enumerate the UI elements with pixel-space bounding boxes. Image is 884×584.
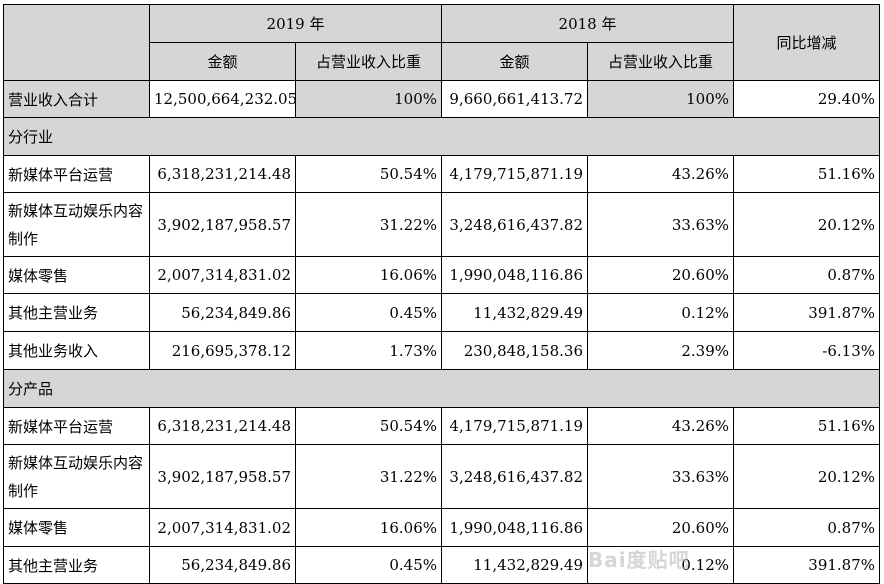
- amount-2018: 4,179,715,871.19: [441, 155, 589, 193]
- section-product: 分产品: [2, 369, 881, 408]
- ratio-2018: 2.39%: [587, 331, 735, 370]
- amount-2019: 2,007,314,831.02: [149, 508, 296, 547]
- total-label: 营业收入合计: [3, 80, 150, 118]
- ratio-2018: 33.63%: [587, 444, 735, 509]
- amount-2018: 1,990,048,116.86: [441, 508, 589, 547]
- row-label: 媒体零售: [3, 256, 150, 294]
- ratio-2018: 20.60%: [587, 256, 735, 294]
- amount-2019: 2,007,314,831.02: [149, 256, 296, 294]
- total-amount-2018: 9,660,661,413.72: [441, 80, 589, 118]
- amount-2019: 6,318,231,214.48: [149, 155, 296, 193]
- row-label: 新媒体平台运营: [3, 407, 150, 445]
- total-ratio-2019: 100%: [294, 80, 443, 118]
- yoy-change: 391.87%: [733, 293, 881, 332]
- amount-2019: 216,695,378.12: [149, 331, 296, 370]
- revenue-table: 2019 年 2018 年 同比增减 金额 占营业收入比重 金额 占营业收入比重…: [2, 4, 881, 584]
- ratio-2019: 1.73%: [294, 331, 443, 370]
- table-row: 新媒体平台运营 6,318,231,214.48 50.54% 4,179,715,8…: [3, 407, 881, 445]
- row-label: 新媒体平台运营: [3, 155, 150, 193]
- table-row: 其他业务收入 216,695,378.12 1.73% 230,848,158.36 2…: [3, 331, 881, 370]
- header-amount-2018: 金额: [441, 42, 589, 81]
- ratio-2019: 16.06%: [294, 256, 443, 294]
- total-amount-2019: 12,500,664,232.05: [149, 80, 296, 118]
- row-label: 新媒体互动娱乐内容制作: [3, 192, 150, 257]
- header-2018: 2018 年: [441, 4, 735, 43]
- yoy-change: 20.12%: [733, 444, 881, 509]
- total-yoy: 29.40%: [733, 80, 881, 118]
- amount-2018: 4,179,715,871.19: [441, 407, 589, 445]
- header-ratio-2019: 占营业收入比重: [294, 42, 443, 81]
- row-label: 其他业务收入: [3, 331, 150, 370]
- yoy-change: 51.16%: [733, 155, 881, 193]
- amount-2019: 6,318,231,214.48: [149, 407, 296, 445]
- industry-rows: 新媒体平台运营 6,318,231,214.48 50.54% 4,179,715,8…: [3, 155, 881, 370]
- amount-2019: 3,902,187,958.57: [149, 444, 296, 509]
- product-rows: 新媒体平台运营 6,318,231,214.48 50.54% 4,179,715,8…: [3, 407, 881, 584]
- section-industry: 分行业: [2, 117, 881, 156]
- header-2019: 2019 年: [148, 4, 443, 43]
- amount-2018: 3,248,616,437.82: [441, 444, 589, 509]
- table-row: 新媒体互动娱乐内容制作 3,902,187,958.57 31.22% 3,248,6…: [3, 192, 881, 257]
- ratio-2018: 0.12%: [587, 293, 735, 332]
- amount-2018: 1,990,048,116.86: [441, 256, 589, 294]
- header-yoy: 同比增减: [733, 4, 881, 81]
- ratio-2019: 50.54%: [294, 407, 443, 445]
- corner-cell: [3, 4, 150, 81]
- yoy-change: 0.87%: [733, 508, 881, 547]
- table-row: 新媒体平台运营 6,318,231,214.48 50.54% 4,179,715,8…: [3, 155, 881, 193]
- amount-2019: 56,234,849.86: [149, 293, 296, 332]
- amount-2018: 230,848,158.36: [441, 331, 589, 370]
- yoy-change: 51.16%: [733, 407, 881, 445]
- amount-2019: 3,902,187,958.57: [149, 192, 296, 257]
- ratio-2019: 16.06%: [294, 508, 443, 547]
- yoy-change: 0.87%: [733, 256, 881, 294]
- total-row: 营业收入合计 12,500,664,232.05 100% 9,660,661,…: [3, 80, 881, 118]
- table-row: 其他主营业务 56,234,849.86 0.45% 11,432,829.49 0.1…: [3, 293, 881, 332]
- yoy-change: -6.13%: [733, 331, 881, 370]
- ratio-2018: 33.63%: [587, 192, 735, 257]
- ratio-2019: 31.22%: [294, 444, 443, 509]
- row-label: 媒体零售: [3, 508, 150, 547]
- ratio-2019: 31.22%: [294, 192, 443, 257]
- ratio-2019: 0.45%: [294, 293, 443, 332]
- amount-2018: 11,432,829.49: [441, 293, 589, 332]
- ratio-2018: 20.60%: [587, 508, 735, 547]
- header-ratio-2018: 占营业收入比重: [587, 42, 735, 81]
- amount-2018: 3,248,616,437.82: [441, 192, 589, 257]
- yoy-change: 20.12%: [733, 192, 881, 257]
- total-ratio-2018: 100%: [587, 80, 735, 118]
- table-row: 媒体零售 2,007,314,831.02 16.06% 1,990,048,116.…: [3, 508, 881, 547]
- table-row: 媒体零售 2,007,314,831.02 16.06% 1,990,048,116.…: [3, 256, 881, 294]
- table-row: 新媒体互动娱乐内容制作 3,902,187,958.57 31.22% 3,248,6…: [3, 444, 881, 509]
- row-label: 新媒体互动娱乐内容制作: [3, 444, 150, 509]
- header-amount-2019: 金额: [149, 42, 296, 81]
- ratio-2018: 43.26%: [587, 155, 735, 193]
- ratio-2018: 43.26%: [587, 407, 735, 445]
- row-label: 其他主营业务: [3, 293, 150, 332]
- ratio-2019: 50.54%: [294, 155, 443, 193]
